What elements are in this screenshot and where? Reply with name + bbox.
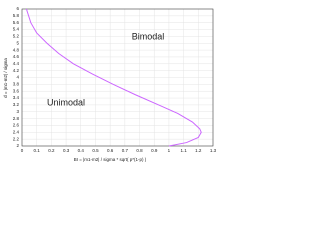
y-tick-label: 5 xyxy=(16,40,19,45)
x-tick-label: 0.3 xyxy=(63,148,70,153)
x-tick-label: 1.3 xyxy=(210,148,217,153)
y-axis-label: d = |m1-m2| / sigma xyxy=(3,58,8,98)
y-tick-label: 6 xyxy=(16,6,19,11)
plot-frame xyxy=(21,8,214,147)
y-tick-label: 5.6 xyxy=(13,20,20,25)
x-tick-label: 1 xyxy=(168,148,171,153)
x-tick-label: 0.9 xyxy=(151,148,158,153)
y-tick-label: 3.6 xyxy=(13,88,20,93)
x-tick-label: 0.6 xyxy=(107,148,114,153)
y-tick-label: 4 xyxy=(16,75,19,80)
y-tick-label: 3 xyxy=(16,109,19,114)
y-tick-label: 3.8 xyxy=(13,82,20,87)
x-tick-label: 0.8 xyxy=(136,148,143,153)
y-tick-label: 2.6 xyxy=(13,123,20,128)
x-tick-label: 0 xyxy=(21,148,24,153)
y-tick-label: 2.2 xyxy=(13,136,20,141)
curve xyxy=(25,8,202,147)
y-tick-label: 4.6 xyxy=(13,54,20,59)
y-tick-label: 5.2 xyxy=(13,34,20,39)
region-label: Unimodal xyxy=(47,97,85,107)
x-tick-label: 0.7 xyxy=(122,148,129,153)
x-tick-label: 1.1 xyxy=(180,148,187,153)
x-axis-label: BI = |m1-m2| / sigma * sqrt( p*(1-p) ) xyxy=(74,157,147,162)
y-tick-label: 5.4 xyxy=(13,27,20,32)
x-tick-label: 0.5 xyxy=(92,148,99,153)
region-label: Bimodal xyxy=(132,31,165,41)
x-tick-label: 0.1 xyxy=(34,148,41,153)
x-tick-label: 0.2 xyxy=(48,148,55,153)
y-tick-label: 4.2 xyxy=(13,68,20,73)
x-tick-label: 0.4 xyxy=(78,148,85,153)
chart: BI = |m1-m2| / sigma * sqrt( p*(1-p) ) d… xyxy=(3,6,217,162)
y-tick-label: 4.8 xyxy=(13,47,20,52)
y-tick-label: 2 xyxy=(16,143,19,148)
x-tick-label: 1.2 xyxy=(195,148,202,153)
y-tick-label: 2.8 xyxy=(13,116,20,121)
y-tick-label: 2.4 xyxy=(13,129,20,134)
y-tick-label: 3.2 xyxy=(13,102,20,107)
y-tick-label: 5.8 xyxy=(13,13,20,18)
y-tick-label: 4.4 xyxy=(13,61,20,66)
y-tick-label: 3.4 xyxy=(13,95,20,100)
